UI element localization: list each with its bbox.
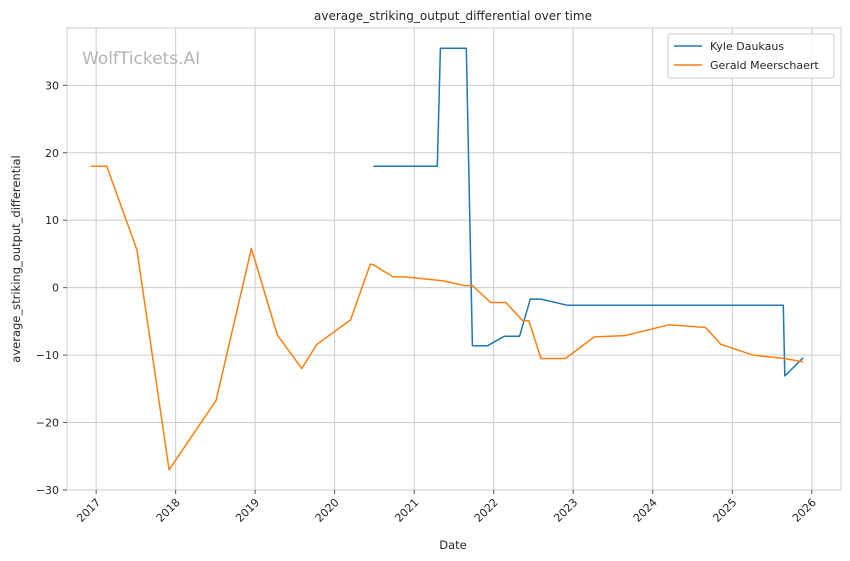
y-tick-label: −10: [36, 349, 59, 362]
y-tick-label: −30: [36, 484, 59, 497]
x-tick-label: 2018: [154, 496, 183, 525]
y-tick-label: −20: [36, 417, 59, 430]
x-tick-label: 2024: [631, 496, 660, 525]
plot-frame: [66, 27, 842, 491]
legend-label-0: Kyle Daukaus: [710, 40, 784, 53]
x-tick-label: 2022: [472, 496, 501, 525]
y-tick-label: 10: [45, 214, 59, 227]
x-tick-label: 2026: [790, 496, 819, 525]
y-axis-ticks: −30 −20 −10 0 10 20 30: [36, 79, 67, 497]
series-layer: [91, 47, 804, 471]
watermark-text: WolfTickets.AI: [82, 49, 200, 69]
x-axis-label: Date: [439, 538, 467, 552]
legend-label-1: Gerald Meerschaert: [710, 59, 819, 72]
x-tick-label: 2021: [392, 496, 421, 525]
x-tick-label: 2019: [233, 496, 262, 525]
gridlines: [67, 28, 841, 491]
chart-title: average_striking_output_differential ove…: [314, 9, 592, 23]
legend-box: [667, 33, 835, 79]
series-line-1: [91, 165, 804, 471]
legend: Kyle Daukaus Gerald Meerschaert: [667, 33, 835, 79]
x-tick-label: 2020: [313, 496, 342, 525]
y-tick-label: 30: [45, 79, 59, 92]
y-tick-label: 0: [52, 282, 59, 295]
series-line-0: [373, 47, 804, 377]
x-axis-ticks: 2017 2018 2019 2020 2021 2022 2023 2024 2025 2026: [74, 490, 819, 525]
y-axis-label: average_striking_output_differential: [9, 155, 23, 362]
x-tick-label: 2025: [710, 496, 739, 525]
y-tick-label: 20: [45, 147, 59, 160]
x-tick-label: 2023: [551, 496, 580, 525]
x-tick-label: 2017: [74, 496, 103, 525]
